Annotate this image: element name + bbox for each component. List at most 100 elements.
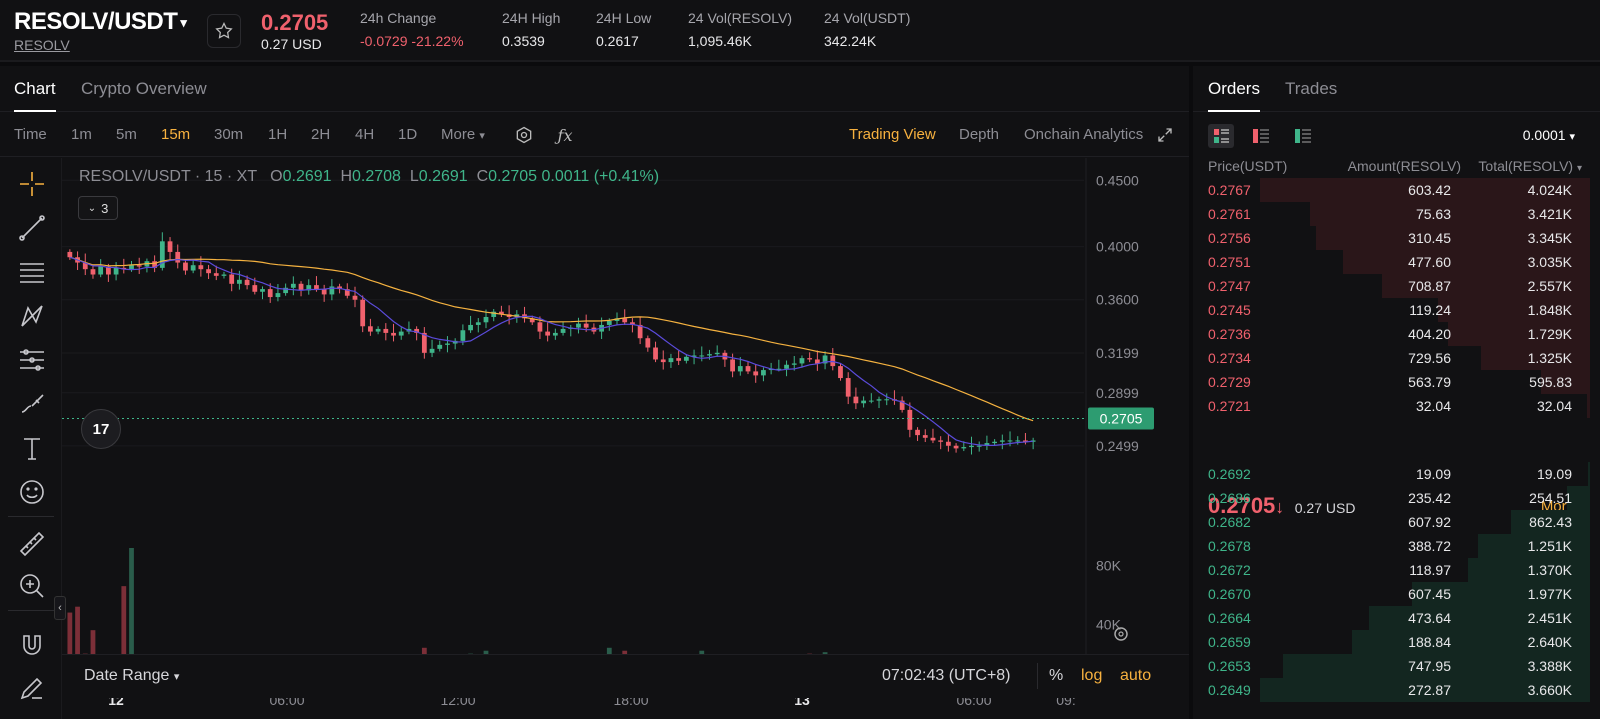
tf-2h[interactable]: 2H bbox=[311, 126, 331, 143]
auto-scale-toggle[interactable]: auto bbox=[1120, 667, 1152, 684]
bid-amount: 188.84 bbox=[1408, 634, 1451, 650]
legend-open: 0.2691 bbox=[282, 168, 332, 185]
bid-row[interactable]: 0.2686 235.42 254.51 bbox=[1193, 486, 1590, 510]
view-trading-view[interactable]: Trading View bbox=[849, 126, 936, 143]
candle-body bbox=[814, 359, 820, 364]
bid-row[interactable]: 0.2653 747.95 3.388K bbox=[1193, 654, 1590, 678]
ask-row[interactable]: 0.2736 404.20 1.729K bbox=[1193, 322, 1590, 346]
base-asset-link[interactable]: RESOLV bbox=[14, 37, 70, 53]
book-asks-icon[interactable] bbox=[1251, 127, 1271, 145]
bid-price: 0.2649 bbox=[1208, 682, 1251, 698]
tradingview-logo[interactable]: 17 bbox=[81, 409, 121, 449]
header-total[interactable]: Total(RESOLV) ▾ bbox=[1478, 158, 1582, 174]
book-bids-icon[interactable] bbox=[1293, 127, 1313, 145]
view-depth[interactable]: Depth bbox=[959, 126, 1000, 143]
ask-total: 3.421K bbox=[1527, 206, 1572, 222]
candle-body bbox=[845, 378, 851, 397]
brush-icon[interactable] bbox=[14, 386, 50, 422]
indicators-toggle[interactable]: ⌄ 3 bbox=[78, 196, 118, 220]
ask-row[interactable]: 0.2756 310.45 3.345K bbox=[1193, 226, 1590, 250]
volume-bar bbox=[75, 606, 80, 683]
ask-row[interactable]: 0.2734 729.56 1.325K bbox=[1193, 346, 1590, 370]
ask-price: 0.2761 bbox=[1208, 206, 1251, 222]
bid-total: 2.640K bbox=[1527, 634, 1572, 650]
tf-1d[interactable]: 1D bbox=[398, 126, 418, 143]
text-icon[interactable] bbox=[14, 430, 50, 466]
ask-row[interactable]: 0.2767 603.42 4.024K bbox=[1193, 178, 1590, 202]
price-chart[interactable]: 0.2705 0.4500 0.4000 0.3600 0.3199 0.2899 0.24… bbox=[62, 158, 1189, 719]
tf-1h[interactable]: 1H bbox=[268, 126, 288, 143]
fib-lines-icon[interactable] bbox=[14, 254, 50, 290]
tf-4h[interactable]: 4H bbox=[355, 126, 375, 143]
candle-body bbox=[499, 311, 504, 315]
gann-icon[interactable] bbox=[14, 342, 50, 378]
toolbar-divider bbox=[8, 516, 54, 517]
candle-body bbox=[375, 328, 381, 332]
tf-1m[interactable]: 1m bbox=[71, 126, 92, 143]
tab-chart[interactable]: Chart bbox=[14, 79, 56, 112]
bid-price: 0.2653 bbox=[1208, 658, 1251, 674]
candle-body bbox=[136, 265, 142, 267]
bid-row[interactable]: 0.2659 188.84 2.640K bbox=[1193, 630, 1590, 654]
ask-row[interactable]: 0.2745 119.24 1.848K bbox=[1193, 298, 1590, 322]
bid-row[interactable]: 0.2692 19.09 19.09 bbox=[1193, 462, 1590, 486]
volume-bar bbox=[121, 586, 127, 683]
candle-body bbox=[437, 344, 443, 349]
bid-total: 254.51 bbox=[1529, 490, 1572, 506]
candle-body bbox=[745, 366, 751, 372]
ask-row[interactable]: 0.2751 477.60 3.035K bbox=[1193, 250, 1590, 274]
function-fx-icon[interactable]: ƒx bbox=[557, 125, 573, 145]
tf-more[interactable]: More ▾ bbox=[441, 126, 485, 143]
candle-body bbox=[707, 354, 712, 356]
candle-body bbox=[653, 347, 658, 360]
date-range-button[interactable]: Date Range ▾ bbox=[84, 667, 179, 685]
emoji-icon[interactable] bbox=[14, 474, 50, 510]
view-onchain-analytics[interactable]: Onchain Analytics bbox=[1024, 126, 1144, 143]
tab-orders[interactable]: Orders bbox=[1208, 79, 1260, 112]
bid-total: 2.451K bbox=[1527, 610, 1572, 626]
ruler-icon[interactable] bbox=[14, 526, 50, 562]
bid-row[interactable]: 0.2670 607.45 1.977K bbox=[1193, 582, 1590, 606]
mid-price: 0.2705↓ 0.27 USD bbox=[1208, 493, 1355, 519]
zoom-in-icon[interactable] bbox=[14, 568, 50, 604]
candle-body bbox=[329, 286, 335, 295]
ask-row[interactable]: 0.2761 75.63 3.421K bbox=[1193, 202, 1590, 226]
ask-row[interactable]: 0.2747 708.87 2.557K bbox=[1193, 274, 1590, 298]
candle-body bbox=[283, 287, 289, 294]
book-both-icon[interactable] bbox=[1208, 124, 1234, 148]
bid-row[interactable]: 0.2678 388.72 1.251K bbox=[1193, 534, 1590, 558]
axis-settings-gear-icon[interactable] bbox=[1114, 627, 1128, 641]
indicator-settings-icon[interactable] bbox=[506, 117, 542, 153]
candle-body bbox=[552, 332, 558, 336]
pair-selector[interactable]: RESOLV/USDT ▾ bbox=[14, 8, 187, 36]
bid-row[interactable]: 0.2672 118.97 1.370K bbox=[1193, 558, 1590, 582]
magnet-icon[interactable] bbox=[14, 628, 50, 664]
tf-time[interactable]: Time bbox=[14, 126, 47, 143]
tf-15m[interactable]: 15m bbox=[161, 126, 191, 143]
depth-bar bbox=[1352, 630, 1590, 654]
candle-body bbox=[830, 355, 836, 367]
bid-row[interactable]: 0.2649 272.87 3.660K bbox=[1193, 678, 1590, 702]
tab-crypto-overview[interactable]: Crypto Overview bbox=[81, 79, 207, 98]
collapse-toolbar-chevron-icon[interactable]: ‹ bbox=[54, 596, 66, 620]
ask-row[interactable]: 0.2729 563.79 595.83 bbox=[1193, 370, 1590, 394]
precision-select[interactable]: 0.0001 ▾ bbox=[1523, 127, 1575, 143]
favorite-star-icon[interactable] bbox=[207, 14, 241, 48]
tab-trades[interactable]: Trades bbox=[1285, 79, 1338, 98]
crosshair-icon[interactable] bbox=[14, 166, 50, 202]
bid-row[interactable]: 0.2664 473.64 2.451K bbox=[1193, 606, 1590, 630]
percent-scale-toggle[interactable]: % bbox=[1049, 667, 1064, 684]
tf-5m[interactable]: 5m bbox=[116, 126, 137, 143]
fullscreen-icon[interactable] bbox=[1147, 117, 1183, 153]
trendline-icon[interactable] bbox=[14, 210, 50, 246]
ask-row[interactable]: 0.2721 32.04 32.04 bbox=[1193, 394, 1590, 418]
tf-30m[interactable]: 30m bbox=[214, 126, 244, 143]
bid-amount: 118.97 bbox=[1409, 562, 1451, 578]
stat-value: 342.24K bbox=[824, 33, 877, 49]
ask-amount: 729.56 bbox=[1408, 350, 1451, 366]
bid-row[interactable]: 0.2682 607.92 862.43 bbox=[1193, 510, 1590, 534]
ma-short-line bbox=[69, 256, 1034, 446]
log-scale-toggle[interactable]: log bbox=[1081, 667, 1103, 684]
pattern-icon[interactable] bbox=[14, 298, 50, 334]
pencil-lock-icon[interactable] bbox=[14, 670, 50, 706]
